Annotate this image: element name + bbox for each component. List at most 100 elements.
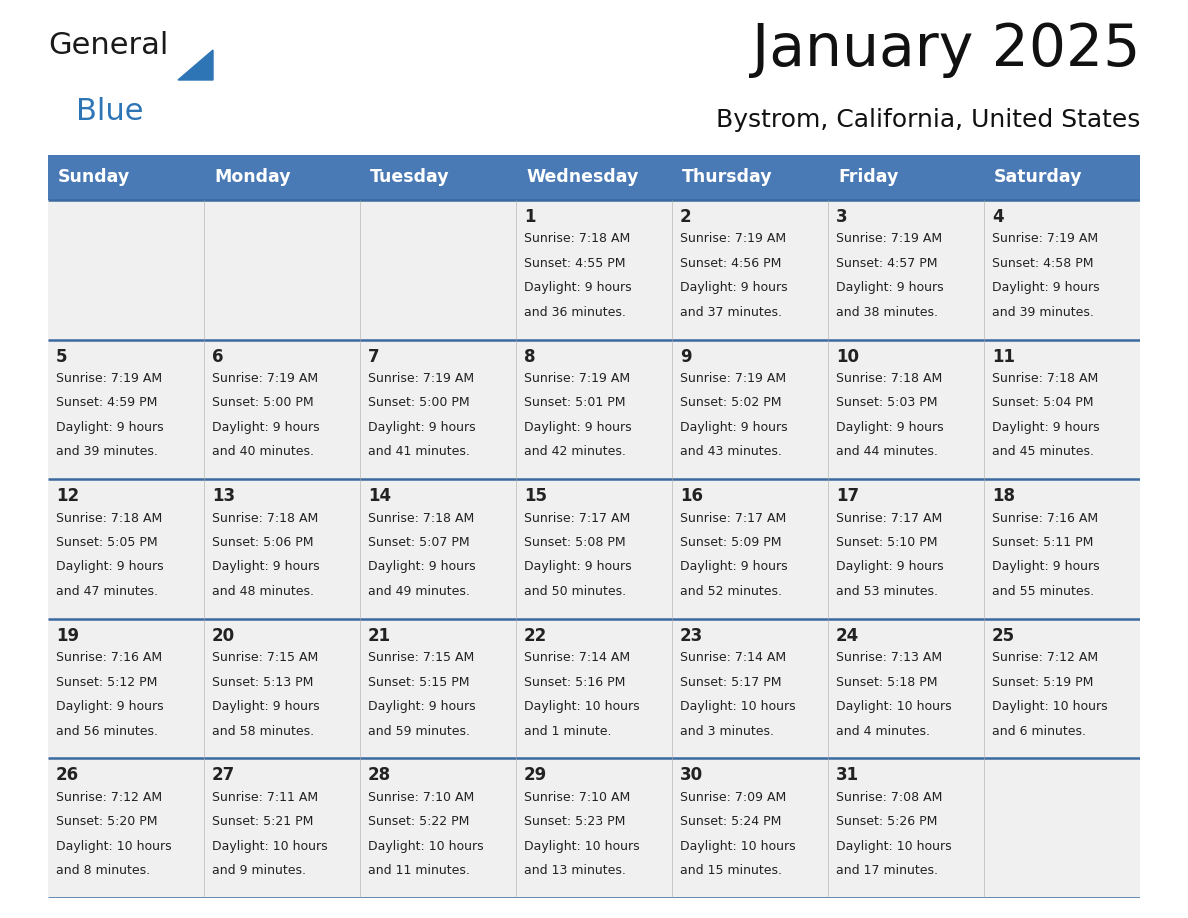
Text: Daylight: 9 hours: Daylight: 9 hours	[368, 561, 475, 574]
Text: Daylight: 10 hours: Daylight: 10 hours	[524, 700, 639, 713]
Text: 25: 25	[992, 627, 1015, 644]
Text: Tuesday: Tuesday	[369, 169, 449, 186]
Text: and 48 minutes.: and 48 minutes.	[211, 585, 314, 598]
Text: Sunset: 5:23 PM: Sunset: 5:23 PM	[524, 815, 625, 828]
Bar	[984, 155, 1140, 200]
Text: and 58 minutes.: and 58 minutes.	[211, 724, 314, 737]
Text: Sunset: 5:00 PM: Sunset: 5:00 PM	[368, 397, 469, 409]
Text: Daylight: 10 hours: Daylight: 10 hours	[56, 840, 171, 853]
Bar	[48, 340, 1140, 479]
Text: and 53 minutes.: and 53 minutes.	[836, 585, 939, 598]
Text: Daylight: 9 hours: Daylight: 9 hours	[992, 281, 1100, 295]
Text: Daylight: 9 hours: Daylight: 9 hours	[56, 420, 164, 434]
Text: and 42 minutes.: and 42 minutes.	[524, 445, 626, 458]
Text: 7: 7	[368, 348, 380, 365]
Text: Sunset: 5:12 PM: Sunset: 5:12 PM	[56, 676, 157, 688]
Text: Sunrise: 7:08 AM: Sunrise: 7:08 AM	[836, 790, 942, 804]
Text: Daylight: 9 hours: Daylight: 9 hours	[992, 420, 1100, 434]
Text: and 41 minutes.: and 41 minutes.	[368, 445, 470, 458]
Text: 20: 20	[211, 627, 235, 644]
Text: 11: 11	[992, 348, 1015, 365]
Text: Sunset: 5:06 PM: Sunset: 5:06 PM	[211, 536, 314, 549]
Text: 8: 8	[524, 348, 536, 365]
Text: Sunset: 5:10 PM: Sunset: 5:10 PM	[836, 536, 937, 549]
Text: and 17 minutes.: and 17 minutes.	[836, 864, 939, 877]
Text: Wednesday: Wednesday	[526, 169, 638, 186]
Text: Sunset: 5:21 PM: Sunset: 5:21 PM	[211, 815, 314, 828]
Bar	[672, 155, 828, 200]
Text: and 1 minute.: and 1 minute.	[524, 724, 612, 737]
Text: Daylight: 10 hours: Daylight: 10 hours	[680, 700, 796, 713]
Text: 27: 27	[211, 767, 235, 784]
Text: 18: 18	[992, 487, 1015, 505]
Text: Daylight: 9 hours: Daylight: 9 hours	[524, 420, 632, 434]
Text: and 45 minutes.: and 45 minutes.	[992, 445, 1094, 458]
Text: Sunset: 5:00 PM: Sunset: 5:00 PM	[211, 397, 314, 409]
Text: Blue: Blue	[76, 97, 144, 126]
Bar	[48, 155, 204, 200]
Text: and 3 minutes.: and 3 minutes.	[680, 724, 775, 737]
Text: Sunrise: 7:17 AM: Sunrise: 7:17 AM	[836, 511, 942, 524]
Text: and 59 minutes.: and 59 minutes.	[368, 724, 470, 737]
Text: and 8 minutes.: and 8 minutes.	[56, 864, 150, 877]
Bar	[360, 155, 516, 200]
Text: and 47 minutes.: and 47 minutes.	[56, 585, 158, 598]
Text: January 2025: January 2025	[752, 21, 1140, 79]
Text: Sunrise: 7:19 AM: Sunrise: 7:19 AM	[368, 372, 474, 385]
Text: Daylight: 9 hours: Daylight: 9 hours	[680, 281, 788, 295]
Text: and 49 minutes.: and 49 minutes.	[368, 585, 470, 598]
Text: Daylight: 9 hours: Daylight: 9 hours	[836, 281, 943, 295]
Text: and 39 minutes.: and 39 minutes.	[992, 306, 1094, 319]
Text: General: General	[48, 31, 169, 60]
Text: 17: 17	[836, 487, 859, 505]
Text: Daylight: 9 hours: Daylight: 9 hours	[211, 561, 320, 574]
Text: Sunrise: 7:18 AM: Sunrise: 7:18 AM	[56, 511, 163, 524]
Text: Daylight: 9 hours: Daylight: 9 hours	[680, 420, 788, 434]
Text: Sunset: 4:55 PM: Sunset: 4:55 PM	[524, 257, 626, 270]
Text: Daylight: 9 hours: Daylight: 9 hours	[56, 700, 164, 713]
Text: and 55 minutes.: and 55 minutes.	[992, 585, 1094, 598]
Text: 9: 9	[680, 348, 691, 365]
Text: Sunset: 5:18 PM: Sunset: 5:18 PM	[836, 676, 937, 688]
Text: and 9 minutes.: and 9 minutes.	[211, 864, 307, 877]
Text: Sunrise: 7:18 AM: Sunrise: 7:18 AM	[836, 372, 942, 385]
Text: Sunset: 5:13 PM: Sunset: 5:13 PM	[211, 676, 314, 688]
Text: 4: 4	[992, 208, 1004, 226]
Text: Daylight: 10 hours: Daylight: 10 hours	[836, 840, 952, 853]
Text: Thursday: Thursday	[682, 169, 772, 186]
Text: Sunrise: 7:12 AM: Sunrise: 7:12 AM	[56, 790, 162, 804]
Text: 28: 28	[368, 767, 391, 784]
Text: Sunrise: 7:19 AM: Sunrise: 7:19 AM	[211, 372, 318, 385]
Text: 16: 16	[680, 487, 703, 505]
Text: Sunrise: 7:16 AM: Sunrise: 7:16 AM	[56, 651, 162, 665]
Text: Sunrise: 7:19 AM: Sunrise: 7:19 AM	[680, 232, 786, 245]
Text: Sunrise: 7:12 AM: Sunrise: 7:12 AM	[992, 651, 1098, 665]
Bar	[828, 155, 984, 200]
Text: 24: 24	[836, 627, 859, 644]
Bar	[48, 758, 1140, 898]
Text: Daylight: 9 hours: Daylight: 9 hours	[524, 561, 632, 574]
Text: Sunrise: 7:19 AM: Sunrise: 7:19 AM	[836, 232, 942, 245]
Text: Daylight: 9 hours: Daylight: 9 hours	[524, 281, 632, 295]
Text: Sunrise: 7:17 AM: Sunrise: 7:17 AM	[524, 511, 631, 524]
Text: 31: 31	[836, 767, 859, 784]
Text: Sunset: 5:11 PM: Sunset: 5:11 PM	[992, 536, 1093, 549]
Text: Sunset: 5:09 PM: Sunset: 5:09 PM	[680, 536, 782, 549]
Text: Sunset: 5:07 PM: Sunset: 5:07 PM	[368, 536, 469, 549]
Text: Sunset: 5:26 PM: Sunset: 5:26 PM	[836, 815, 937, 828]
Text: Sunset: 5:02 PM: Sunset: 5:02 PM	[680, 397, 782, 409]
Text: Sunrise: 7:15 AM: Sunrise: 7:15 AM	[211, 651, 318, 665]
Text: Sunset: 5:17 PM: Sunset: 5:17 PM	[680, 676, 782, 688]
Text: Sunset: 5:19 PM: Sunset: 5:19 PM	[992, 676, 1093, 688]
Text: 6: 6	[211, 348, 223, 365]
Text: and 40 minutes.: and 40 minutes.	[211, 445, 314, 458]
Bar	[204, 155, 360, 200]
Text: Daylight: 9 hours: Daylight: 9 hours	[56, 561, 164, 574]
Text: Sunset: 5:01 PM: Sunset: 5:01 PM	[524, 397, 626, 409]
Bar	[48, 479, 1140, 619]
Text: and 13 minutes.: and 13 minutes.	[524, 864, 626, 877]
Text: 3: 3	[836, 208, 847, 226]
Text: and 11 minutes.: and 11 minutes.	[368, 864, 470, 877]
Text: and 6 minutes.: and 6 minutes.	[992, 724, 1086, 737]
Text: Sunrise: 7:18 AM: Sunrise: 7:18 AM	[368, 511, 474, 524]
